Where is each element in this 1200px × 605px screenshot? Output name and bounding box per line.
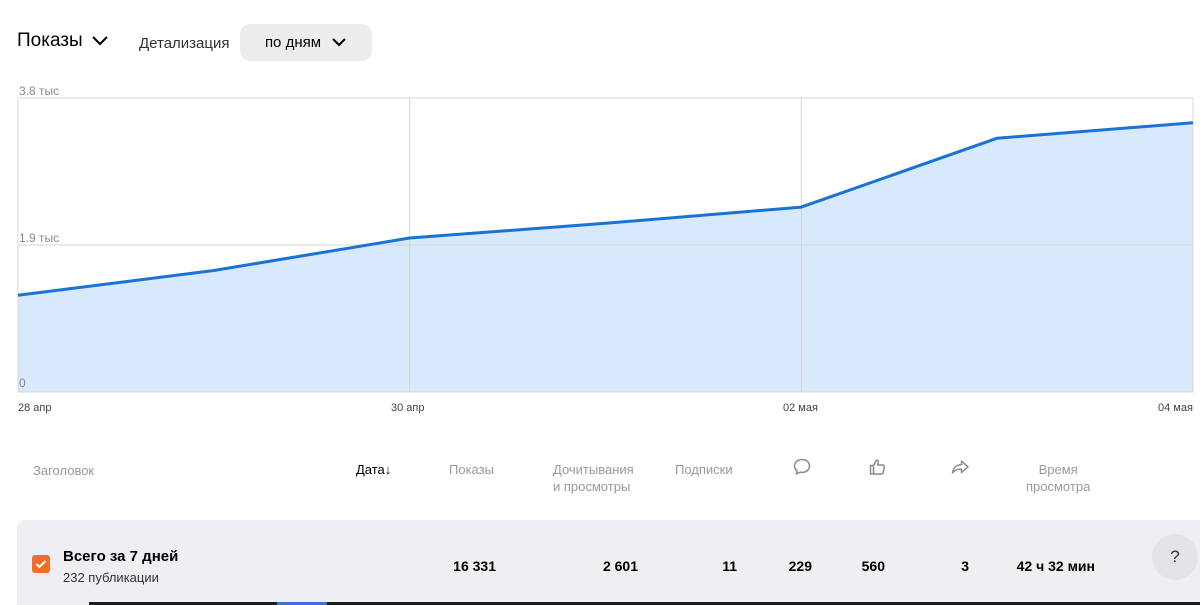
chevron-down-icon [332, 38, 346, 47]
metric-dropdown[interactable]: Показы [17, 30, 109, 52]
detail-dropdown[interactable]: по дням [240, 24, 372, 61]
col-date-label: Дата [356, 462, 385, 477]
total-title: Всего за 7 дней [63, 548, 179, 565]
col-time-line2: просмотра [1026, 479, 1091, 494]
total-likes: 560 [861, 558, 885, 574]
col-time[interactable]: Время просмотра [1026, 461, 1090, 495]
y-tick-label: 0 [19, 376, 26, 390]
total-subtitle: 232 публикации [63, 570, 159, 585]
y-tick-label: 1.9 тыс [19, 231, 60, 245]
total-checkbox[interactable] [32, 555, 50, 573]
detail-label: Детализация [139, 35, 230, 52]
y-tick-label: 3.8 тыс [19, 84, 60, 98]
x-tick-label: 28 апр [18, 402, 52, 414]
col-subs[interactable]: Подписки [675, 462, 733, 477]
chart-canvas [17, 97, 1194, 393]
horizontal-scrollbar[interactable] [89, 602, 1200, 605]
chart-toolbar: Показы Детализация по дням [0, 0, 1200, 88]
total-views: 16 331 [453, 558, 496, 574]
col-comments[interactable] [792, 457, 812, 480]
metric-dropdown-label: Показы [17, 30, 83, 51]
col-reads-line2: и просмотры [553, 479, 631, 494]
col-views[interactable]: Показы [449, 462, 494, 477]
col-shares[interactable] [950, 457, 970, 480]
total-comments: 229 [788, 558, 812, 574]
x-tick-label: 02 мая [783, 402, 818, 414]
share-icon [951, 460, 969, 474]
x-tick-label: 04 мая [1158, 402, 1193, 414]
table-header: Заголовок Дата↓ Показы Дочитывания и про… [0, 455, 1200, 505]
series-area [18, 122, 1193, 393]
like-icon [869, 459, 886, 475]
total-time: 42 ч 32 мин [1016, 558, 1095, 574]
scrollbar-thumb[interactable] [277, 602, 327, 605]
comment-icon [793, 458, 811, 475]
sort-arrow-icon: ↓ [384, 462, 392, 477]
col-reads[interactable]: Дочитывания и просмотры [553, 461, 634, 495]
total-row[interactable]: Всего за 7 дней 232 публикации 16 331 2 … [17, 520, 1200, 605]
detail-dropdown-label: по дням [264, 34, 322, 51]
check-icon [35, 560, 47, 569]
col-date[interactable]: Дата↓ [356, 461, 391, 478]
col-time-line1: Время [1038, 462, 1078, 477]
x-tick-label: 30 апр [391, 402, 425, 414]
total-subs: 11 [722, 558, 737, 574]
total-shares: 3 [961, 558, 969, 574]
col-title[interactable]: Заголовок [33, 463, 95, 478]
total-reads: 2 601 [602, 558, 638, 574]
views-chart: 3.8 тыс 1.9 тыс 0 28 апр 30 апр 02 мая 0… [0, 80, 1200, 420]
chevron-down-icon [91, 36, 108, 46]
help-button[interactable]: ? [1152, 534, 1198, 580]
col-reads-line1: Дочитывания [553, 462, 634, 477]
col-likes[interactable] [867, 457, 887, 480]
